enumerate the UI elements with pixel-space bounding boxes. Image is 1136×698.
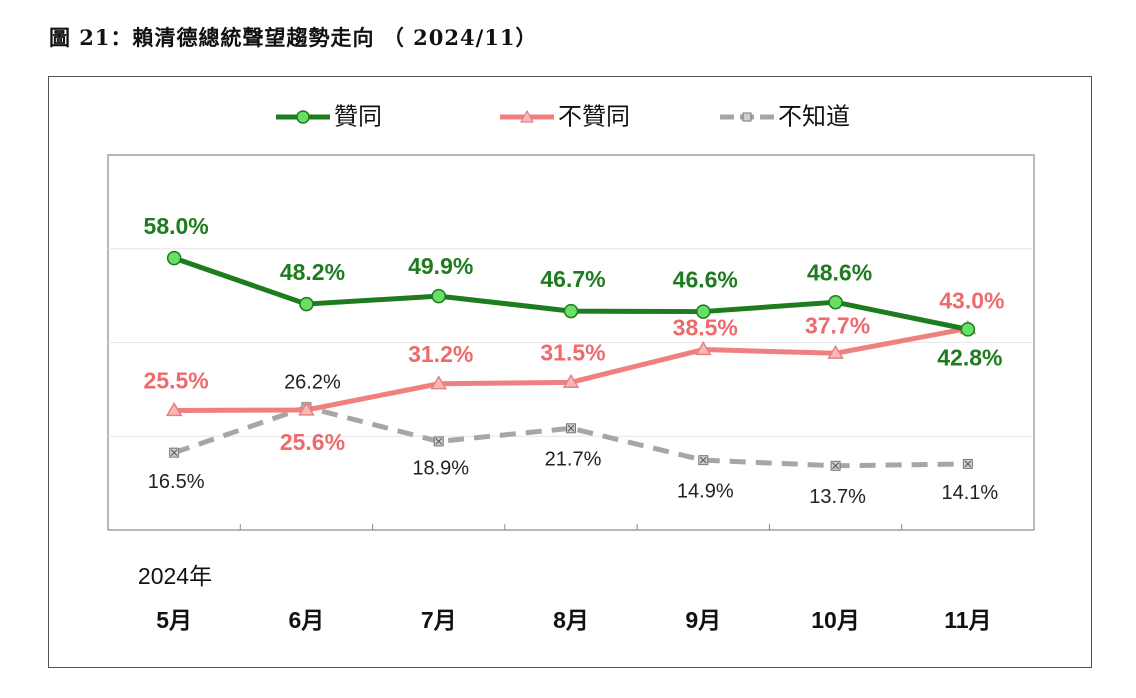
data-label: 48.2% <box>280 259 345 285</box>
x-tick-label: 5月 <box>156 607 192 633</box>
data-label: 58.0% <box>144 213 209 239</box>
legend-marker <box>742 112 752 122</box>
data-label: 21.7% <box>545 449 602 471</box>
x-tick-label: 9月 <box>685 607 721 633</box>
data-label: 31.2% <box>408 341 473 367</box>
data-label: 14.9% <box>677 480 734 502</box>
series-disapprove <box>165 319 977 417</box>
data-point-x <box>567 424 575 432</box>
data-label: 38.5% <box>673 315 738 341</box>
data-label: 14.1% <box>941 482 998 504</box>
data-label: 49.9% <box>408 253 473 279</box>
x-tick-label: 10月 <box>811 607 860 633</box>
data-point <box>828 294 843 310</box>
data-label: 25.6% <box>280 429 345 455</box>
data-point-x <box>964 460 972 468</box>
data-point <box>563 303 579 319</box>
data-label: 18.9% <box>412 458 469 480</box>
data-point <box>430 375 448 390</box>
legend-item: 贊同 <box>276 103 382 130</box>
data-point <box>431 288 446 304</box>
data-point-x <box>832 462 839 470</box>
data-label: 46.7% <box>540 266 605 292</box>
data-label: 13.7% <box>809 486 866 508</box>
data-point <box>960 322 976 337</box>
data-label: 42.8% <box>937 344 1002 370</box>
data-point <box>827 344 844 359</box>
x-tick-label: 11月 <box>944 607 991 633</box>
x-tick-label: 6月 <box>289 607 325 633</box>
data-label: 37.7% <box>805 312 870 338</box>
data-label: 16.5% <box>148 471 205 493</box>
x-tick-label: 8月 <box>553 607 589 633</box>
data-point <box>694 341 712 356</box>
legend-label: 贊同 <box>334 103 382 130</box>
data-point-x <box>435 438 443 445</box>
data-label: 26.2% <box>284 371 341 393</box>
legend-label: 不知道 <box>778 103 850 130</box>
data-label: 46.6% <box>673 267 738 293</box>
legend-item: 不知道 <box>720 103 850 130</box>
data-label: 43.0% <box>939 288 1004 314</box>
legend-item: 不贊同 <box>500 103 630 130</box>
data-label: 31.5% <box>540 339 605 365</box>
figure-title: 圖 21：賴清德總統聲望趨勢走向 （ 2024/11） <box>49 25 538 50</box>
data-point-x <box>170 449 178 457</box>
data-label: 48.6% <box>807 259 872 285</box>
legend-marker <box>296 110 310 124</box>
data-point <box>298 401 315 416</box>
data-point <box>299 296 314 312</box>
series-approve <box>166 250 976 337</box>
legend-label: 不贊同 <box>558 103 630 130</box>
data-point-x <box>699 456 707 464</box>
data-point <box>165 401 183 417</box>
data-label: 25.5% <box>144 368 209 394</box>
chart-frame <box>48 76 1092 668</box>
data-point <box>166 250 182 266</box>
legend-marker <box>519 109 535 123</box>
x-tick-label: 7月 <box>421 607 457 633</box>
data-point <box>696 304 711 319</box>
data-point <box>562 373 580 388</box>
year-label: 2024年 <box>138 563 212 589</box>
